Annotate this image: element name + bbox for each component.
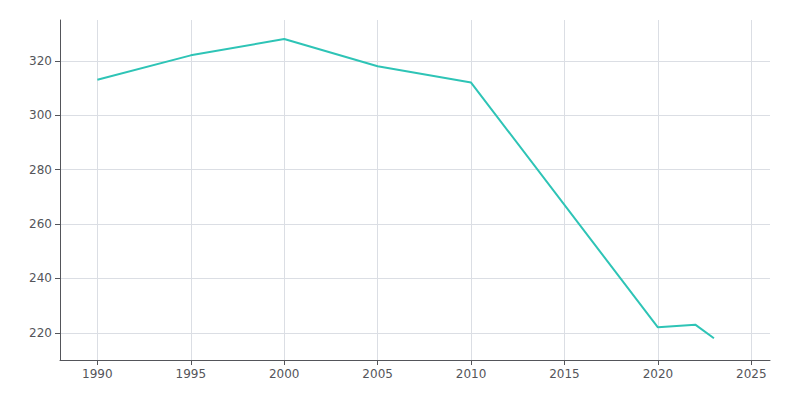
svg-text:1995: 1995	[176, 367, 207, 381]
svg-text:220: 220	[29, 326, 52, 340]
svg-text:2010: 2010	[456, 367, 487, 381]
svg-text:2005: 2005	[362, 367, 393, 381]
svg-text:260: 260	[29, 217, 52, 231]
svg-text:240: 240	[29, 271, 52, 285]
svg-text:2015: 2015	[549, 367, 580, 381]
svg-text:1990: 1990	[82, 367, 113, 381]
svg-text:2020: 2020	[643, 367, 674, 381]
svg-text:2025: 2025	[736, 367, 767, 381]
svg-text:300: 300	[29, 108, 52, 122]
svg-text:280: 280	[29, 163, 52, 177]
svg-text:2000: 2000	[269, 367, 300, 381]
svg-text:320: 320	[29, 54, 52, 68]
